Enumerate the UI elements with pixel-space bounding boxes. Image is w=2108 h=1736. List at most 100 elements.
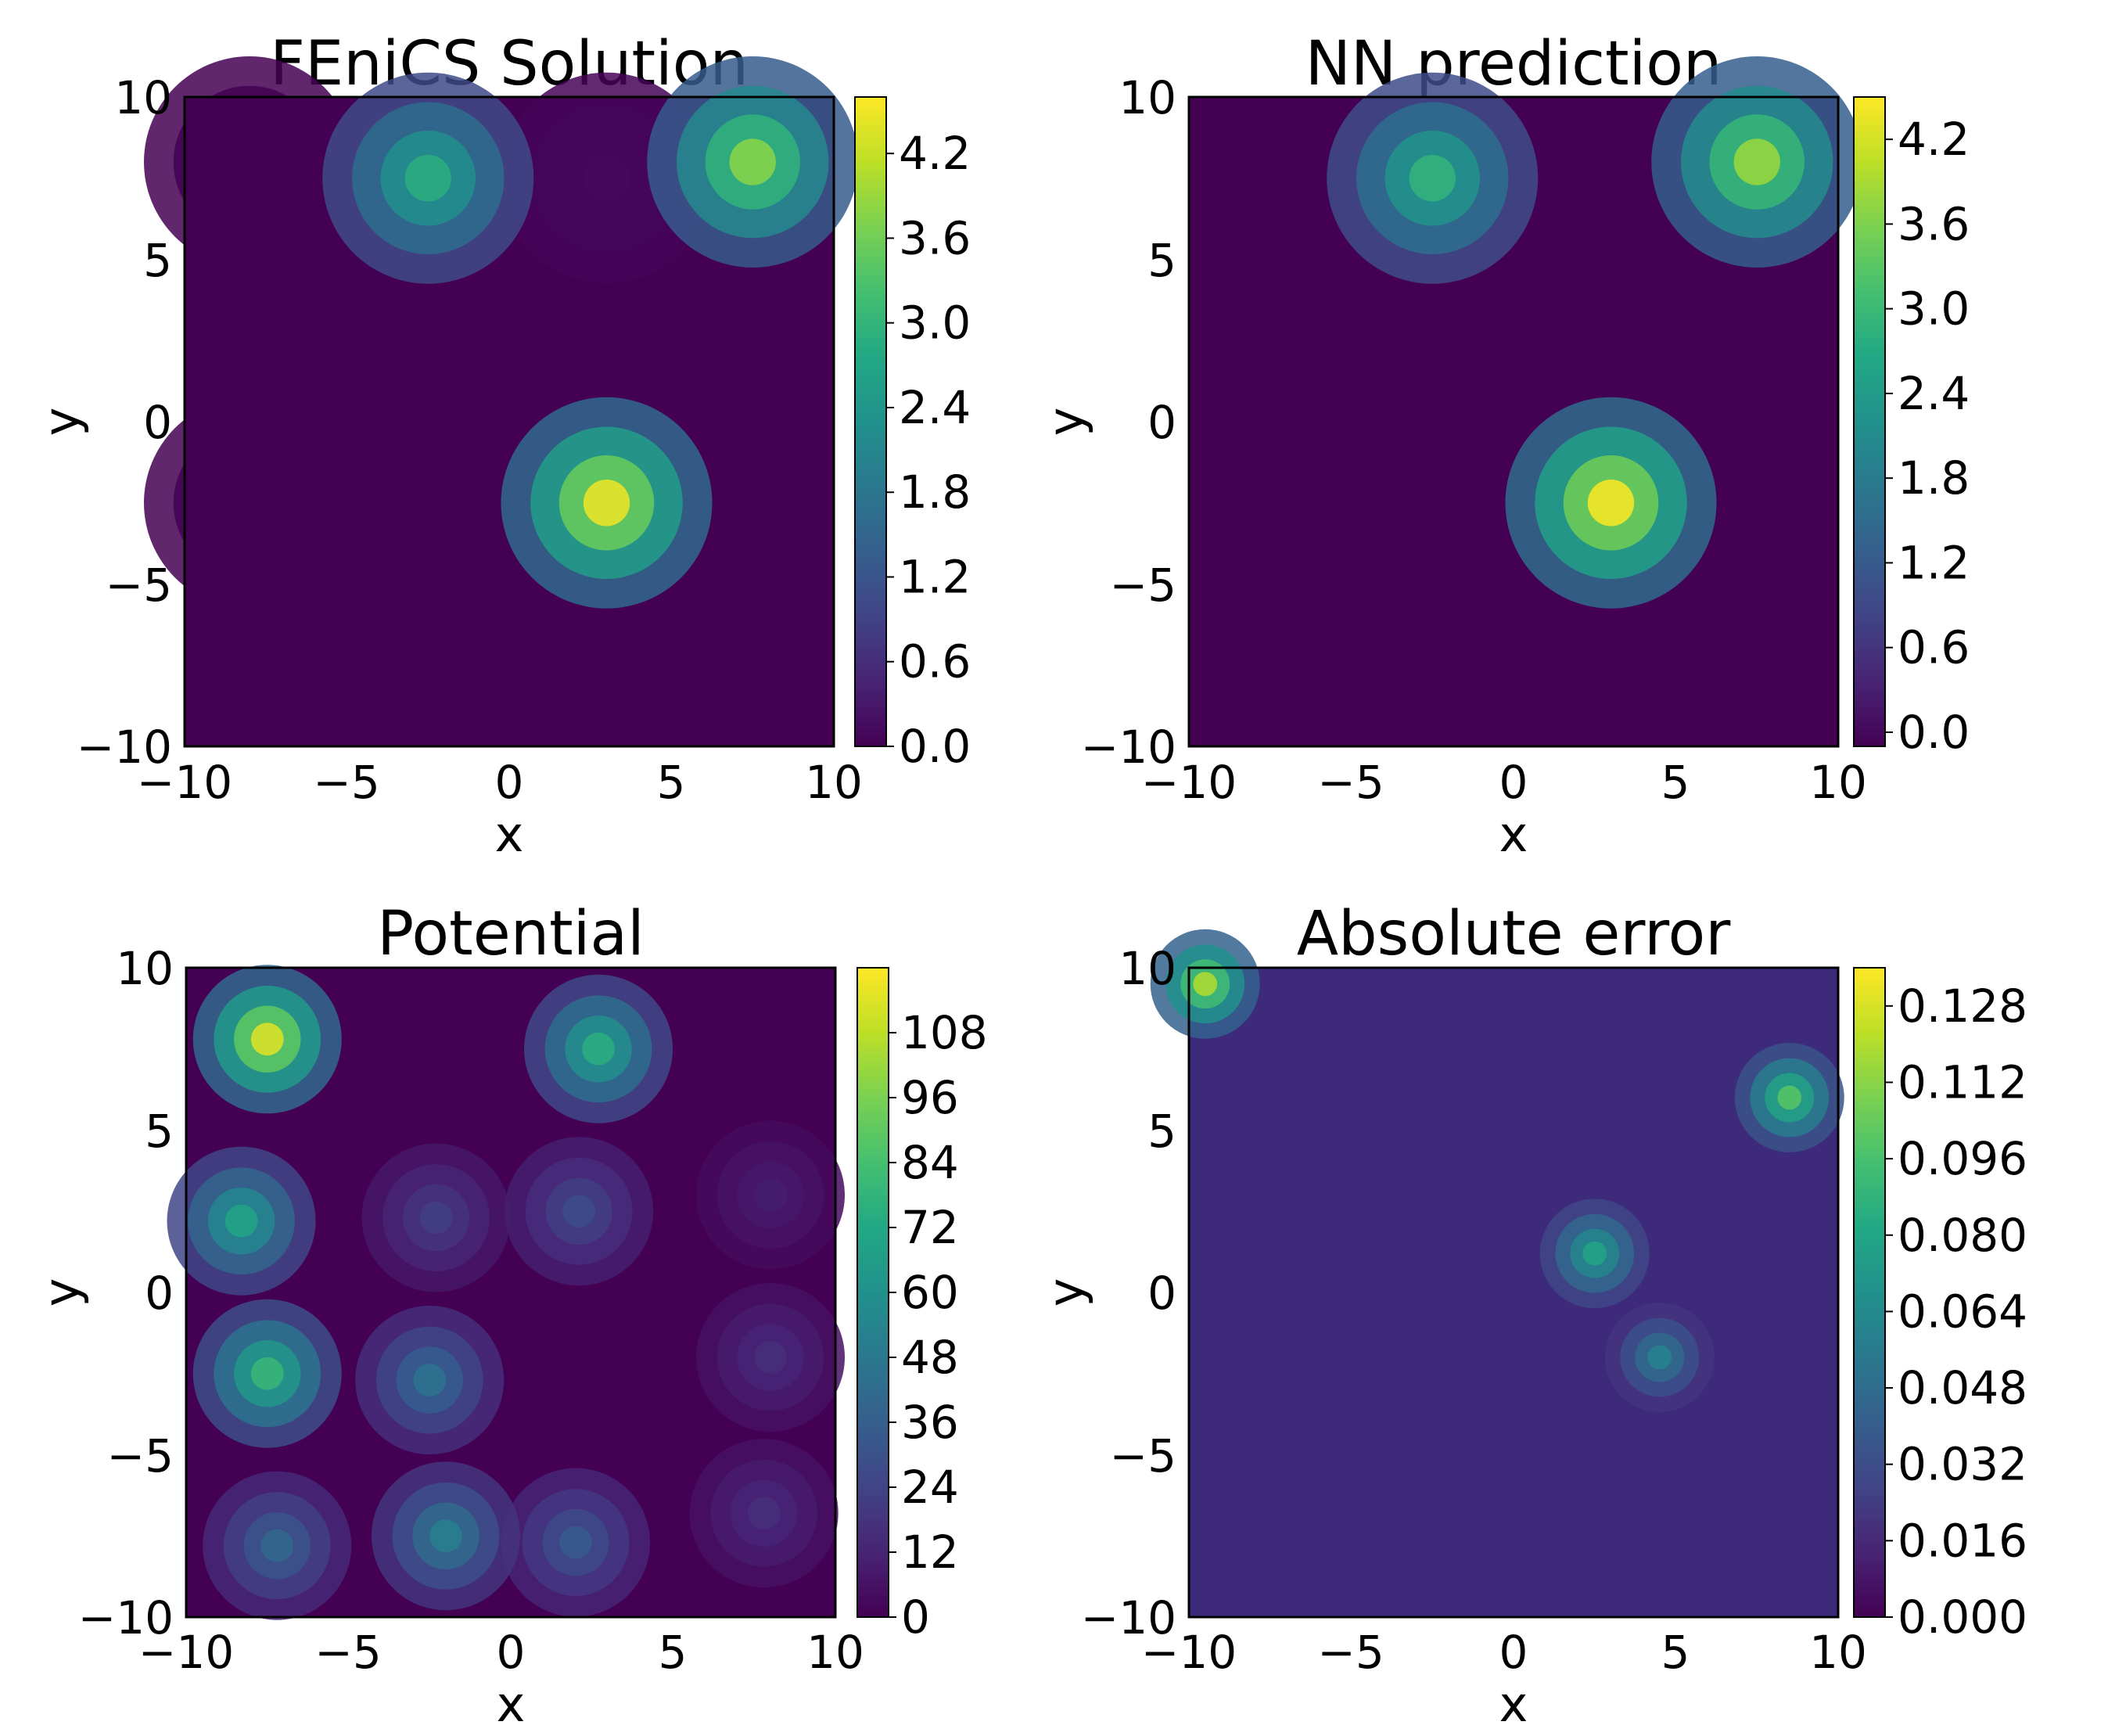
x-tick-label: 10 xyxy=(1809,756,1867,809)
x-tick-label: 5 xyxy=(1661,1626,1690,1679)
heatmap-blobs xyxy=(1150,929,1844,1412)
colorbar-gradient xyxy=(1853,96,1886,747)
colorbar-tick-label: 0.6 xyxy=(1898,621,1970,674)
colorbar-tick-label: 12 xyxy=(901,1526,959,1579)
colorbar-tick-label: 36 xyxy=(901,1396,959,1449)
chart-title: NN prediction xyxy=(1305,29,1722,99)
colorbar-tick-label: 48 xyxy=(901,1331,959,1384)
colorbar-tick-label: 0.064 xyxy=(1898,1285,2027,1338)
field-contour xyxy=(1777,1085,1802,1110)
y-tick-label: −5 xyxy=(107,1429,174,1483)
colorbar-tick-label: 0.048 xyxy=(1898,1361,2027,1414)
field-contour xyxy=(729,138,776,185)
plot-frame xyxy=(185,966,837,1619)
x-tick-label: 0 xyxy=(1499,1626,1528,1679)
colorbar-tick-label: 4.2 xyxy=(1898,113,1970,166)
y-tick-label: 0 xyxy=(1147,1267,1176,1320)
field-contour xyxy=(559,1526,592,1559)
field-contour xyxy=(562,1195,596,1228)
x-tick-label: −10 xyxy=(137,756,232,809)
y-tick-label: 0 xyxy=(145,1267,174,1320)
y-tick-label: 10 xyxy=(1119,942,1176,995)
x-tick-label: 0 xyxy=(495,756,524,809)
x-axis-label: x xyxy=(497,1676,526,1733)
colorbar-tick-label: 3.6 xyxy=(899,211,971,264)
field-contour xyxy=(1647,1345,1672,1370)
colorbar-gradient xyxy=(856,967,889,1618)
field-contour xyxy=(226,480,273,527)
colorbar-tick-label: 1.2 xyxy=(1898,536,1970,589)
colorbar-tick-label: 108 xyxy=(901,1006,988,1059)
x-axis-label: x xyxy=(1499,1676,1528,1733)
colorbar-tick-label: 1.8 xyxy=(1898,451,1970,505)
x-axis: −10 −5 0 5 10 x xyxy=(137,756,863,863)
colorbar-tick-label: 0.096 xyxy=(1898,1132,2027,1185)
colorbar-tick-label: 0.6 xyxy=(899,635,971,688)
colorbar-tick-label: 84 xyxy=(901,1136,959,1189)
colorbar: 0.000 0.016 0.032 0.048 0.064 0.080 0.096 0.112… xyxy=(1853,967,2027,1644)
x-axis-label: x xyxy=(1499,806,1528,863)
colorbar-tick-label: 4.2 xyxy=(899,127,971,180)
colorbar-tick-label: 3.6 xyxy=(1898,197,1970,250)
y-axis: −10 −5 0 5 10 y xyxy=(33,71,172,774)
x-tick-label: 5 xyxy=(1661,756,1690,809)
field-contour xyxy=(583,155,630,202)
colorbar-tick-label: 1.2 xyxy=(899,550,971,603)
field-contour xyxy=(747,1497,781,1530)
x-tick-label: 10 xyxy=(1809,1626,1867,1679)
x-axis-label: x xyxy=(495,806,524,863)
colorbar-gradient xyxy=(854,96,887,747)
colorbar-tick-label: 0.0 xyxy=(899,720,971,773)
y-axis-label: y xyxy=(1037,408,1094,437)
field-contour xyxy=(1193,972,1218,997)
field-contour xyxy=(250,1357,284,1390)
field-contour xyxy=(419,1201,453,1235)
x-tick-label: −10 xyxy=(1141,756,1237,809)
x-tick-label: −5 xyxy=(313,756,380,809)
y-tick-label: 0 xyxy=(1147,396,1176,449)
colorbar-tick-label: 0.0 xyxy=(1898,706,1970,759)
colorbar-tick-label: 2.4 xyxy=(899,381,971,434)
colorbar-tick-label: 0.128 xyxy=(1898,979,2027,1033)
panel-fenics-solution: FEniCS Solution −10 −5 0 5 10 x −10 −5 0… xyxy=(33,29,971,863)
panel-nn-prediction: NN prediction −10 −5 0 5 10 x −10 −5 0 5… xyxy=(1037,29,1970,863)
y-tick-label: −10 xyxy=(1081,721,1176,774)
colorbar-tick-label: 60 xyxy=(901,1266,959,1319)
field-contour xyxy=(582,1032,615,1066)
x-tick-label: 5 xyxy=(659,1626,688,1679)
field-contour xyxy=(1409,155,1456,202)
chart-title: FEniCS Solution xyxy=(270,29,749,99)
y-axis-label: y xyxy=(33,1278,90,1307)
y-tick-label: 5 xyxy=(1147,1105,1176,1158)
panel-potential: Potential −10 −5 0 5 10 x −10 −5 0 5 10 … xyxy=(33,899,988,1733)
chart-title: Potential xyxy=(377,899,645,969)
field-contour xyxy=(754,1178,787,1212)
plot-frame xyxy=(183,95,835,748)
field-contour xyxy=(413,1364,447,1396)
colorbar: 0.0 0.6 1.2 1.8 2.4 3.0 3.6 4.2 xyxy=(1853,96,1970,759)
colorbar-tick-label: 0.000 xyxy=(1898,1590,2027,1644)
heatmap-blobs xyxy=(1327,56,1863,609)
field-contour xyxy=(429,1519,462,1553)
plot-frame xyxy=(1187,95,1840,748)
x-tick-label: 10 xyxy=(805,756,863,809)
y-axis: −10 −5 0 5 10 y xyxy=(1037,71,1176,774)
y-tick-label: 10 xyxy=(1119,71,1176,124)
colorbar-tick-label: 72 xyxy=(901,1201,959,1254)
panel-absolute-error: Absolute error −10 −5 0 5 10 x −10 −5 0 … xyxy=(1037,899,2027,1733)
colorbar-tick-label: 3.0 xyxy=(899,297,971,350)
colorbar-tick-label: 0.112 xyxy=(1898,1055,2027,1109)
field-contour xyxy=(226,138,273,185)
x-tick-label: −10 xyxy=(1141,1626,1237,1679)
y-tick-label: −5 xyxy=(1110,559,1177,612)
x-axis: −10 −5 0 5 10 x xyxy=(1141,1626,1867,1733)
field-contour xyxy=(260,1529,294,1562)
x-tick-label: −10 xyxy=(138,1626,234,1679)
x-tick-label: −5 xyxy=(1317,1626,1384,1679)
field-contour xyxy=(754,1341,787,1374)
colorbar: 0.0 0.6 1.2 1.8 2.4 3.0 3.6 4.2 xyxy=(854,96,971,773)
plot-background xyxy=(1189,968,1838,1617)
y-tick-label: 0 xyxy=(143,396,172,449)
colorbar-tick-label: 3.0 xyxy=(1898,282,1970,336)
